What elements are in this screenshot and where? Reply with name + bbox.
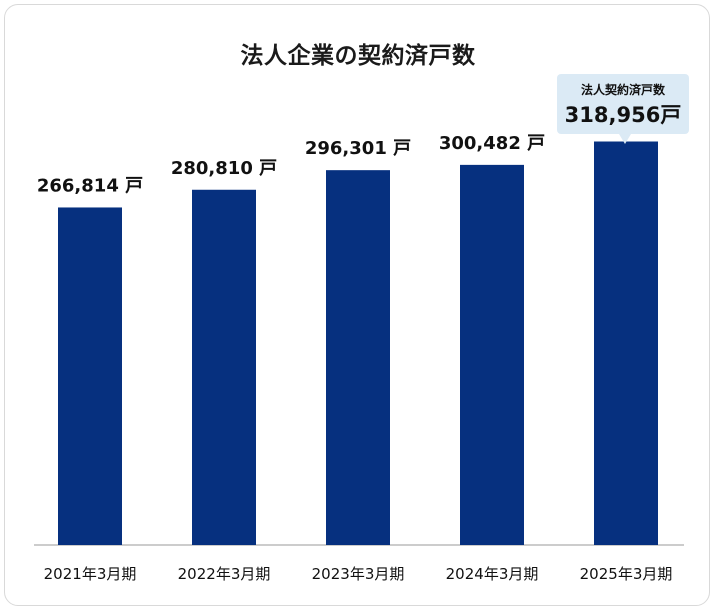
bar-3 [326,170,390,546]
callout-pointer [619,134,631,144]
callout-caption: 法人契約済戸数 [580,83,665,97]
value-label-4: 300,482 戸 [439,133,545,154]
bar-1 [58,207,122,545]
value-label-1: 266,814 戸 [37,175,143,196]
value-label-3: 296,301 戸 [305,138,411,159]
x-tick-label-3: 2023年3月期 [312,565,405,583]
callout-value-label: 318,956戸 [564,103,682,127]
bar-4 [460,164,524,545]
x-tick-label-5: 2025年3月期 [580,565,673,583]
x-tick-label-2: 2022年3月期 [178,565,271,583]
x-tick-label-1: 2021年3月期 [44,565,137,583]
bar-2 [192,189,256,546]
value-label-2: 280,810 戸 [171,158,277,179]
highlight-callout: 法人契約済戸数 318,956戸 [557,74,689,134]
chart-title: 法人企業の契約済戸数 [240,43,476,69]
bar-5 [594,141,658,545]
x-tick-label-4: 2024年3月期 [446,565,539,583]
